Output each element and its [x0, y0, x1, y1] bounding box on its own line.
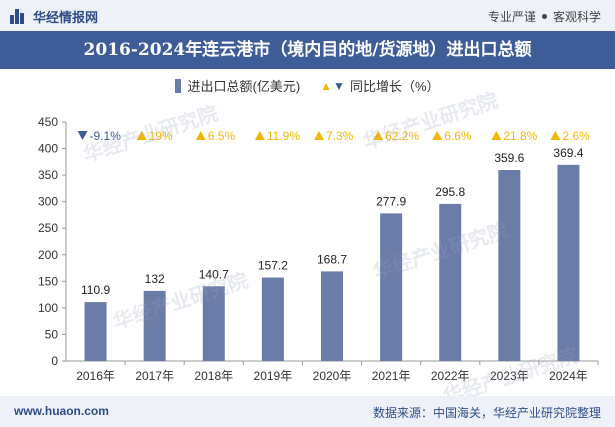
- y-tick-label: 300: [38, 195, 58, 209]
- x-tick-label: 2024年: [549, 369, 588, 383]
- y-tick-label: 400: [38, 142, 58, 156]
- growth-up-marker: [254, 131, 265, 140]
- bar: [439, 203, 462, 361]
- growth-label: 11.9%: [267, 129, 300, 143]
- x-tick-label: 2020年: [313, 369, 352, 383]
- brand-logo-icon: [10, 9, 25, 24]
- chart-title: 2016-2024年连云港市（境内目的地/货源地）进出口总额: [0, 31, 615, 69]
- y-tick-label: 200: [38, 248, 58, 262]
- tag-objective: 客观科学: [552, 10, 601, 24]
- bar: [261, 277, 284, 361]
- legend-bar-swatch: [175, 78, 182, 93]
- legend-growth-label: 同比增长（%）: [349, 79, 440, 94]
- bar: [321, 271, 343, 361]
- y-tick-label: 50: [45, 327, 59, 341]
- bar: [202, 286, 225, 361]
- growth-down-marker: [77, 131, 88, 140]
- footer-bar: www.huaon.com 数据来源：中国海关，华经产业研究院整理: [0, 396, 615, 427]
- growth-up-marker: [314, 131, 324, 140]
- y-tick-label: 0: [51, 354, 58, 368]
- legend-item-growth[interactable]: ▲ ▼ 同比增长（%）: [320, 76, 439, 95]
- triangle-down-icon: ▼: [333, 78, 345, 93]
- y-tick-label: 350: [38, 168, 58, 182]
- growth-label: 21.8%: [503, 129, 537, 143]
- bar-value-label: 168.7: [317, 252, 347, 266]
- header-tags: 专业严谨 客观科学: [488, 8, 601, 25]
- x-tick-label: 2022年: [431, 369, 470, 383]
- growth-up-marker: [373, 131, 384, 140]
- bar-value-label: 157.2: [258, 259, 288, 273]
- bar-value-label: 369.4: [553, 146, 583, 160]
- bar: [557, 164, 580, 361]
- bar: [84, 302, 107, 361]
- x-tick-label: 2019年: [254, 369, 293, 383]
- x-tick-label: 2016年: [76, 369, 115, 383]
- tag-separator-dot: [541, 14, 547, 19]
- legend-item-bar[interactable]: 进出口总额(亿美元): [175, 76, 300, 95]
- growth-label: -9.1%: [90, 129, 122, 143]
- y-tick-label: 250: [38, 221, 58, 235]
- growth-label: 7.3%: [326, 129, 354, 143]
- bar: [380, 213, 403, 361]
- chart-legend: 进出口总额(亿美元) ▲ ▼ 同比增长（%）: [0, 76, 615, 95]
- growth-up-marker: [136, 131, 147, 140]
- brand[interactable]: 华经情报网: [10, 7, 98, 26]
- brand-name: 华经情报网: [33, 10, 99, 25]
- tag-professional: 专业严谨: [487, 10, 536, 24]
- y-tick-label: 150: [38, 274, 58, 288]
- bar: [143, 290, 166, 361]
- x-tick-label: 2018年: [194, 369, 233, 383]
- footer-url-link[interactable]: www.huaon.com: [14, 404, 109, 418]
- header-bar: 华经情报网 专业严谨 客观科学: [0, 0, 615, 31]
- growth-label: 6.6%: [444, 129, 472, 143]
- bar-value-label: 140.7: [199, 267, 229, 281]
- growth-up-marker: [432, 131, 443, 140]
- x-tick-label: 2017年: [135, 369, 174, 383]
- growth-up-marker: [491, 131, 502, 140]
- growth-up-marker: [550, 131, 561, 140]
- y-tick-label: 100: [38, 301, 58, 315]
- bar-value-label: 110.9: [81, 283, 110, 297]
- bar-value-label: 359.6: [494, 151, 524, 165]
- y-tick-label: 450: [38, 115, 58, 129]
- growth-label: 6.5%: [208, 129, 236, 143]
- x-tick-label: 2021年: [372, 369, 411, 383]
- growth-label: 2.6%: [562, 129, 590, 143]
- growth-up-marker: [195, 131, 206, 140]
- bar-value-label: 132: [145, 272, 165, 286]
- x-tick-label: 2023年: [490, 369, 529, 383]
- legend-bar-label: 进出口总额(亿美元): [187, 79, 301, 94]
- bar: [498, 170, 521, 361]
- footer-source: 数据来源：中国海关，华经产业研究院整理: [372, 406, 601, 420]
- bar-value-label: 277.9: [376, 194, 406, 208]
- triangle-up-icon: ▲: [320, 78, 333, 93]
- bar-value-label: 295.8: [435, 185, 465, 199]
- growth-label: 19%: [149, 129, 173, 143]
- growth-label: 62.2%: [385, 129, 419, 143]
